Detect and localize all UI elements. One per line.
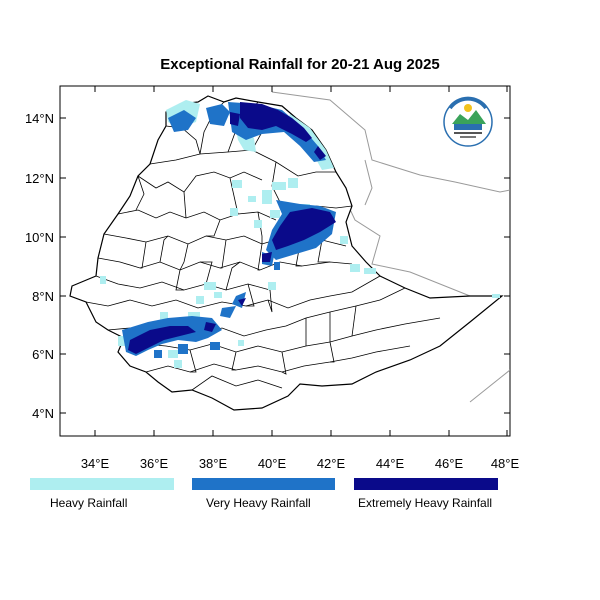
legend-label-heavy: Heavy Rainfall xyxy=(50,496,127,510)
y-tick-label: 12°N xyxy=(25,171,54,186)
x-tick-labels: 34°E 36°E 38°E 40°E 42°E 44°E 46°E 48°E xyxy=(81,456,520,471)
y-tick-label: 14°N xyxy=(25,111,54,126)
x-tick-label: 40°E xyxy=(258,456,287,471)
legend-label-very-heavy: Very Heavy Rainfall xyxy=(206,496,311,510)
legend-swatch-heavy xyxy=(30,478,174,490)
x-tick-label: 48°E xyxy=(491,456,520,471)
x-tick-label: 36°E xyxy=(140,456,169,471)
y-tick-label: 8°N xyxy=(32,289,54,304)
legend-label-extreme: Extremely Heavy Rainfall xyxy=(358,496,492,510)
x-tick-label: 44°E xyxy=(376,456,405,471)
neighbour-borders xyxy=(271,91,510,403)
y-axis xyxy=(60,117,510,414)
x-tick-label: 38°E xyxy=(199,456,228,471)
x-tick-label: 46°E xyxy=(435,456,464,471)
map-title: Exceptional Rainfall for 20-21 Aug 2025 xyxy=(160,56,440,73)
x-tick-label: 34°E xyxy=(81,456,110,471)
x-axis xyxy=(94,86,508,436)
legend: Heavy Rainfall Very Heavy Rainfall Extre… xyxy=(30,478,498,510)
y-tick-label: 4°N xyxy=(32,406,54,421)
y-tick-label: 6°N xyxy=(32,347,54,362)
y-tick-labels: 4°N 6°N 8°N 10°N 12°N 14°N xyxy=(25,111,54,421)
legend-swatch-very-heavy xyxy=(192,478,335,490)
legend-swatch-extreme xyxy=(354,478,498,490)
y-tick-label: 10°N xyxy=(25,230,54,245)
x-tick-label: 42°E xyxy=(317,456,346,471)
rainfall-extreme-layer xyxy=(128,102,336,354)
institute-logo xyxy=(443,96,493,147)
